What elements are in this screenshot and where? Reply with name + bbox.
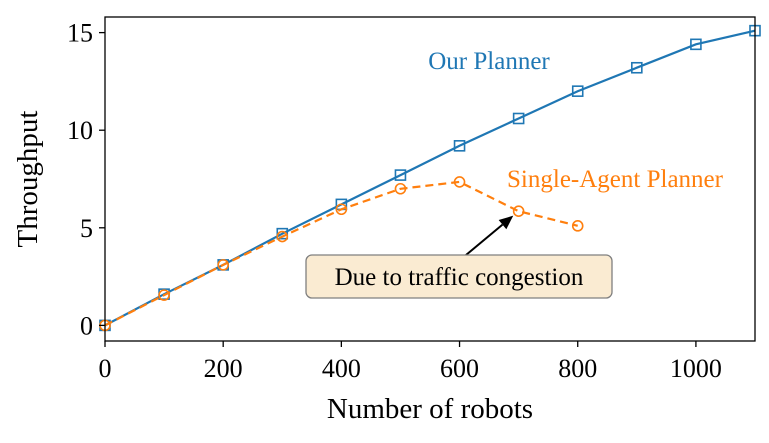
x-tick-label: 600 bbox=[440, 354, 479, 383]
data-point-single-agent-planner bbox=[158, 289, 170, 301]
annotation-box bbox=[305, 254, 613, 299]
x-tick-label: 800 bbox=[558, 354, 597, 383]
data-point-single-agent-planner bbox=[512, 205, 525, 218]
annotation: Due to traffic congestion bbox=[305, 215, 613, 299]
series-label-our-planner: Our Planner bbox=[428, 48, 550, 75]
y-tick-label: 15 bbox=[67, 19, 93, 48]
series-label-single-agent-planner: Single-Agent Planner bbox=[507, 166, 724, 193]
x-tick-label: 1000 bbox=[670, 354, 722, 383]
plot-frame bbox=[104, 16, 756, 342]
y-tick-label: 10 bbox=[67, 116, 93, 145]
data-point-our-planner bbox=[453, 140, 466, 152]
annotation-arrow bbox=[465, 223, 504, 256]
data-point-single-agent-planner bbox=[335, 203, 348, 216]
axis-ticks: 0 200 400 600 800 1000 0 5 10 15 bbox=[67, 19, 722, 383]
data-point-single-agent-planner bbox=[276, 230, 289, 243]
data-point-single-agent-planner bbox=[571, 220, 584, 232]
data-point-our-planner bbox=[690, 38, 702, 51]
plot-area bbox=[99, 24, 761, 332]
data-point-single-agent-planner bbox=[394, 182, 407, 195]
y-tick-label: 5 bbox=[80, 214, 93, 243]
data-point-our-planner bbox=[394, 169, 407, 181]
y-axis-label: Throughput bbox=[12, 111, 44, 248]
data-point-single-agent-planner bbox=[453, 176, 466, 188]
annotation-text: Due to traffic congestion bbox=[335, 264, 584, 291]
x-axis-label: Number of robots bbox=[327, 393, 533, 425]
x-tick-label: 200 bbox=[204, 354, 243, 383]
y-tick-label: 0 bbox=[80, 311, 93, 340]
data-point-our-planner bbox=[512, 112, 525, 125]
data-point-our-planner bbox=[571, 85, 584, 97]
x-tick-label: 0 bbox=[99, 354, 112, 383]
series-line-single-agent-planner bbox=[104, 180, 578, 327]
data-point-single-agent-planner bbox=[217, 259, 229, 271]
annotation-arrow-head bbox=[498, 215, 514, 230]
data-point-our-planner bbox=[631, 61, 643, 74]
x-tick-label: 400 bbox=[322, 354, 361, 383]
